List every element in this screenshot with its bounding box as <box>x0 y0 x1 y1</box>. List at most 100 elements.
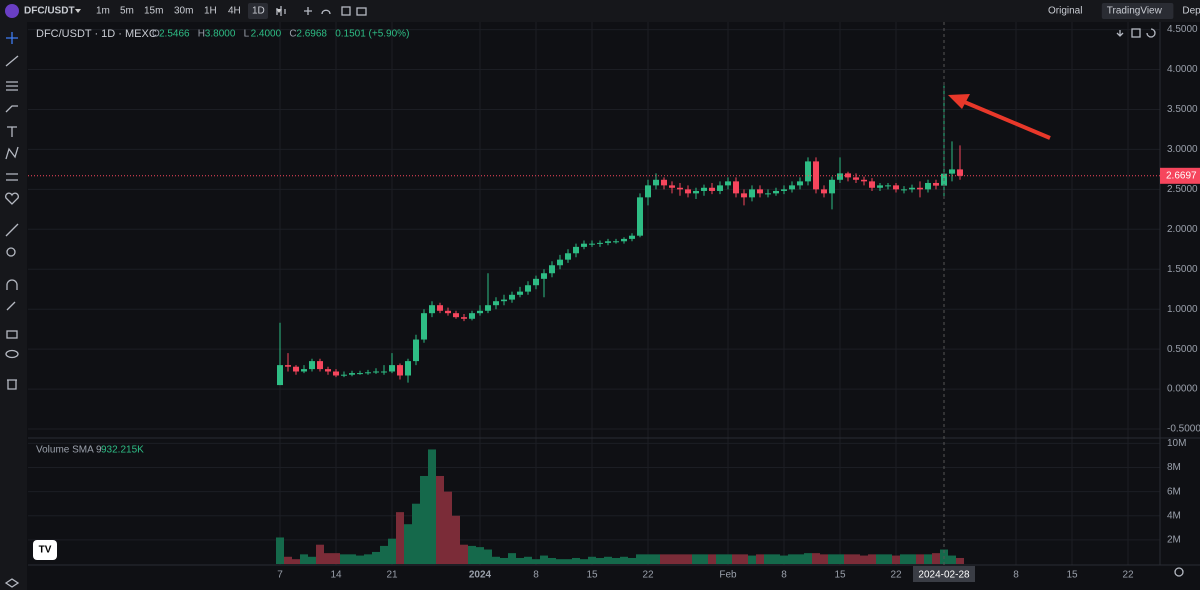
sidebar-bg <box>0 22 27 590</box>
dropdown[interactable] <box>75 9 81 13</box>
view-button[interactable]: Original <box>1048 6 1082 17</box>
candle-body <box>509 294 515 300</box>
volume-bar <box>572 557 580 564</box>
candle-body <box>477 310 483 314</box>
interval-button[interactable]: 15m <box>144 6 163 17</box>
candle-body <box>565 253 571 260</box>
y-tick-label: 3.5000 <box>1167 104 1198 115</box>
ohlc-value: 2.6968 <box>296 29 327 40</box>
interval-button[interactable]: 30m <box>174 6 193 17</box>
candle-body <box>501 299 507 302</box>
volume-bar <box>284 556 292 564</box>
candle-body <box>429 305 435 314</box>
candle-body <box>685 189 691 194</box>
volume-bar <box>444 491 452 564</box>
interval-button[interactable]: 1D <box>252 6 265 17</box>
candle-body <box>485 305 491 311</box>
volume-bar <box>932 553 940 564</box>
volume-bar <box>324 553 332 564</box>
volume-bar <box>460 544 468 564</box>
volume-bar <box>524 556 532 564</box>
volume-bar <box>644 554 652 564</box>
candle-body <box>581 243 587 247</box>
volume-bar <box>532 559 540 564</box>
ohlc-key: O <box>152 29 160 40</box>
y-tick-label: 6M <box>1167 486 1181 497</box>
candle-body <box>621 238 627 242</box>
candle-body <box>613 241 619 243</box>
y-tick-label: 0.0000 <box>1167 384 1198 395</box>
candle-body <box>405 361 411 376</box>
x-tick-label: 7 <box>277 570 283 581</box>
volume-bar <box>420 475 428 564</box>
volume-bar <box>916 554 924 564</box>
candle-body <box>797 181 803 186</box>
candle-body <box>773 190 779 194</box>
ohlc-key: H <box>198 29 205 40</box>
interval-button[interactable]: 1m <box>96 6 110 17</box>
volume-title: Volume SMA 9 <box>36 445 102 456</box>
candle-body <box>669 185 675 188</box>
volume-bar <box>708 554 716 564</box>
svg-text:TV: TV <box>39 545 52 556</box>
view-active <box>1101 3 1174 19</box>
volume-bar <box>628 557 636 564</box>
interval-button[interactable]: 1H <box>204 6 217 17</box>
candle-body <box>725 181 731 186</box>
candle-body <box>517 291 523 295</box>
candle-body <box>813 161 819 190</box>
candle-body <box>869 181 875 188</box>
candle-body <box>525 285 531 292</box>
candle-body <box>693 190 699 194</box>
candle-body <box>757 189 763 194</box>
volume-bar <box>852 554 860 564</box>
candle-body <box>741 193 747 198</box>
volume-bar <box>740 554 748 564</box>
candle-body <box>333 371 339 376</box>
candle-body <box>445 310 451 314</box>
volume-bar <box>388 538 396 564</box>
volume-bar <box>900 554 908 564</box>
volume-bar <box>684 554 692 564</box>
candle-body <box>397 365 403 376</box>
legend: DFC/USDT · 1D · MEXC O 2.5466 H 3.8000 L 2.40… <box>36 28 409 456</box>
volume-bar <box>436 475 444 564</box>
tool-icons <box>276 6 367 16</box>
candle-body <box>277 365 283 386</box>
view-button[interactable]: TradingView <box>1107 6 1163 17</box>
y-tick-label: 4M <box>1167 510 1181 521</box>
volume-bar <box>484 549 492 564</box>
volume-bar <box>556 559 564 564</box>
candle-body <box>925 182 931 190</box>
volume-bar <box>428 449 436 564</box>
x-tick-label: 14 <box>330 570 342 581</box>
candle-body <box>597 242 603 244</box>
volume-bar <box>356 555 364 564</box>
candle-body <box>645 185 651 198</box>
candle-body <box>357 373 363 375</box>
interval-button[interactable]: 4H <box>228 6 241 17</box>
volume-bar <box>540 555 548 564</box>
volume-bar <box>580 559 588 564</box>
ohlc-value: 2.5466 <box>159 29 190 40</box>
volume-bar <box>660 554 668 564</box>
volume-bar <box>596 557 604 564</box>
candle-body <box>917 187 923 190</box>
view-button[interactable]: Depth <box>1182 6 1200 17</box>
volume-bar <box>620 556 628 564</box>
candle-body <box>701 187 707 191</box>
x-tick-label: 22 <box>1122 570 1134 581</box>
candle-body <box>837 173 843 180</box>
candle-body <box>309 361 315 370</box>
symbol[interactable]: DFC/USDT <box>24 6 75 17</box>
y-tick-label: 8M <box>1167 462 1181 473</box>
candle-body <box>301 369 307 372</box>
volume-bar <box>492 556 500 564</box>
interval-button[interactable]: 5m <box>120 6 134 17</box>
volume-bar <box>508 553 516 564</box>
candle-body <box>885 185 891 187</box>
chart-controls[interactable] <box>1116 28 1184 577</box>
volume-bar <box>380 545 388 564</box>
candle-body <box>285 365 291 367</box>
ohlc-value: 2.4000 <box>251 29 282 40</box>
